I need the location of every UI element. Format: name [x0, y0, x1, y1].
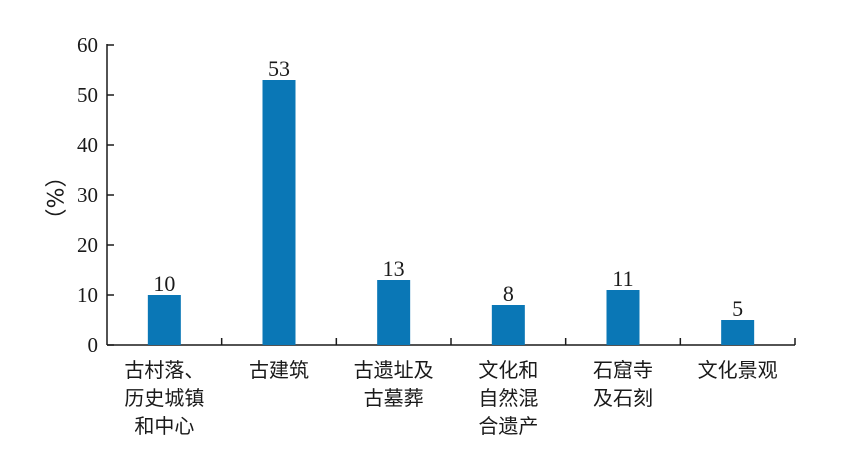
category-label: 古遗址及	[354, 358, 434, 382]
y-tick-label: 50	[77, 83, 98, 107]
data-label: 13	[383, 256, 405, 281]
data-labels: 10 53 13 8 11 5	[153, 56, 743, 321]
data-label: 53	[268, 56, 290, 81]
y-tick-label: 10	[77, 283, 98, 307]
category-label: 和中心	[134, 414, 194, 438]
bar	[147, 295, 181, 345]
bar	[606, 290, 640, 345]
bar	[262, 80, 296, 345]
category-label: 古建筑	[249, 358, 309, 382]
data-label: 8	[503, 281, 514, 306]
data-label: 11	[612, 266, 633, 291]
category-label: 文化和	[478, 358, 538, 382]
data-label: 10	[153, 271, 175, 296]
bar	[377, 280, 411, 345]
bar	[721, 320, 755, 345]
category-label: 历史城镇	[124, 386, 204, 410]
y-tick-label: 60	[77, 33, 98, 57]
x-axis	[107, 338, 796, 346]
y-axis: 0 10 20 30 40 50 60	[77, 33, 114, 357]
y-tick-label: 20	[77, 233, 98, 257]
data-label: 5	[732, 296, 743, 321]
y-tick-label: 40	[77, 133, 98, 157]
category-label: 及石刻	[593, 386, 653, 410]
category-label: 古村落、	[124, 358, 204, 382]
bars	[147, 80, 755, 345]
bar	[491, 305, 525, 345]
category-label: 石窟寺	[593, 358, 653, 382]
y-tick-label: 0	[88, 333, 99, 357]
category-label: 古墓葬	[364, 386, 424, 410]
y-tick-label: 30	[77, 183, 98, 207]
category-label: 合遗产	[478, 414, 538, 438]
y-axis-label: （%）	[41, 166, 66, 231]
category-label: 自然混	[478, 386, 538, 410]
category-label: 文化景观	[698, 358, 778, 382]
